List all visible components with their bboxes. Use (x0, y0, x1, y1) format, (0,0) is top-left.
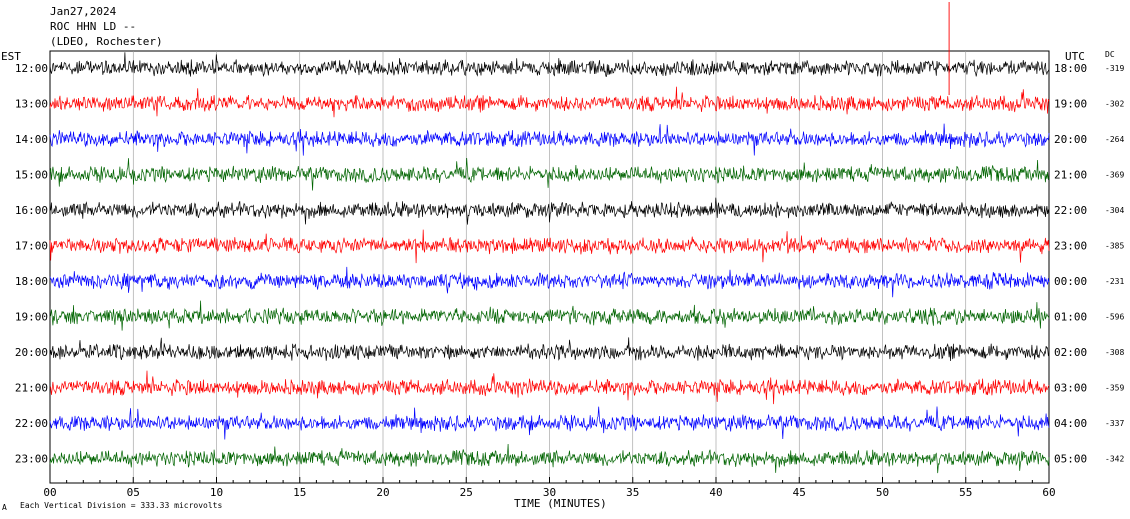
x-axis-label: TIME (MINUTES) (514, 497, 607, 510)
dc-offset-label: -308 (1105, 348, 1124, 357)
est-hour-label: 14:00 (15, 133, 48, 146)
est-axis-title: EST (1, 50, 21, 63)
utc-hour-label: 23:00 (1054, 240, 1087, 253)
dc-offset-label: -385 (1105, 242, 1124, 251)
x-tick-label: 50 (876, 486, 889, 499)
est-hour-label: 22:00 (15, 417, 48, 430)
dc-offset-label: -369 (1105, 171, 1124, 180)
seismic-traces (49, 2, 1050, 474)
trace-row (49, 300, 1050, 331)
x-axis-ticks: 00 05 10 15 20 25 30 35 40 45 50 55 60 (43, 477, 1056, 499)
est-hour-label: 13:00 (15, 98, 48, 111)
dc-offset-label: -304 (1105, 206, 1124, 215)
est-hour-label: 23:00 (15, 453, 48, 466)
est-hour-label: 17:00 (15, 240, 48, 253)
est-hour-label: 16:00 (15, 204, 48, 217)
utc-axis-title: UTC (1065, 50, 1085, 63)
dc-offset-label: -319 (1105, 64, 1124, 73)
utc-hour-label: 18:00 (1054, 62, 1087, 75)
x-tick-label: 55 (959, 486, 972, 499)
est-hour-label: 12:00 (15, 62, 48, 75)
utc-hour-label: 05:00 (1054, 453, 1087, 466)
dc-offset-label: -231 (1105, 277, 1124, 286)
header-station: ROC HHN LD -- (50, 20, 136, 33)
minute-gridlines (132, 51, 967, 483)
utc-hour-label: 00:00 (1054, 275, 1087, 288)
utc-hour-label: 04:00 (1054, 417, 1087, 430)
trace-row (49, 370, 1050, 405)
trace-row (49, 229, 1050, 264)
x-tick-label: 35 (626, 486, 639, 499)
dc-offset-label: -342 (1105, 455, 1124, 464)
dc-offset-label: -302 (1105, 100, 1124, 109)
utc-hour-label: 21:00 (1054, 169, 1087, 182)
utc-hour-label: 02:00 (1054, 346, 1087, 359)
header-date: Jan27,2024 (50, 5, 117, 18)
est-hour-label: 15:00 (15, 169, 48, 182)
x-tick-label: 40 (709, 486, 722, 499)
dc-offset-label: -337 (1105, 419, 1124, 428)
x-tick-label: 60 (1042, 486, 1055, 499)
utc-hour-label: 19:00 (1054, 98, 1087, 111)
trace-row (49, 52, 1050, 78)
x-tick-label: 45 (793, 486, 806, 499)
row-labels: 12:00 18:00 -319 13:00 19:00 -302 14:00 20:00 -2… (15, 62, 1125, 466)
trace-row (49, 197, 1050, 225)
dc-offset-label: -596 (1105, 313, 1124, 322)
x-tick-label: 05 (127, 486, 140, 499)
utc-hour-label: 20:00 (1054, 133, 1087, 146)
utc-hour-label: 01:00 (1054, 311, 1087, 324)
est-hour-label: 18:00 (15, 275, 48, 288)
dc-offset-label: -359 (1105, 384, 1124, 393)
trace-row (49, 406, 1050, 440)
est-hour-label: 19:00 (15, 311, 48, 324)
header-network: (LDEO, Rochester) (50, 35, 163, 48)
x-tick-label: 20 (376, 486, 389, 499)
x-tick-label: 30 (543, 486, 556, 499)
dc-offset-label: -264 (1105, 135, 1124, 144)
x-tick-label: 00 (43, 486, 56, 499)
trace-row (49, 157, 1050, 191)
x-tick-label: 15 (293, 486, 306, 499)
trace-row (49, 123, 1050, 156)
corner-mark: A (2, 503, 7, 512)
est-hour-label: 21:00 (15, 382, 48, 395)
trace-row (49, 86, 1050, 118)
x-tick-label: 25 (460, 486, 473, 499)
dc-axis-title: DC (1105, 50, 1115, 59)
scale-note: Each Vertical Division = 333.33 microvol… (20, 501, 222, 510)
trace-row (49, 266, 1050, 298)
utc-hour-label: 03:00 (1054, 382, 1087, 395)
est-hour-label: 20:00 (15, 346, 48, 359)
x-tick-label: 10 (210, 486, 223, 499)
trace-row (49, 337, 1050, 362)
utc-hour-label: 22:00 (1054, 204, 1087, 217)
trace-row (49, 443, 1050, 474)
